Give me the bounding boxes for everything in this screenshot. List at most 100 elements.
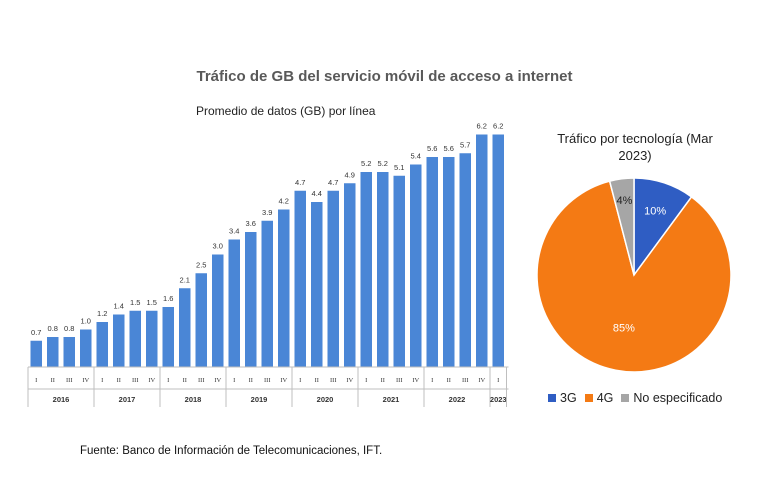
x-tick-label-21: II: [381, 377, 385, 384]
year-label-2019: 2019: [251, 395, 268, 404]
pie-legend: 3G 4G No especificado: [548, 391, 722, 405]
year-label-2022: 2022: [449, 395, 466, 404]
bar-value-label-17: 4.4: [312, 189, 322, 198]
bar-value-label-13: 3.6: [246, 219, 256, 228]
x-tick-label-13: II: [249, 377, 253, 384]
bar-24: [426, 157, 438, 367]
x-tick-label-16: I: [299, 377, 301, 384]
bar-14: [261, 220, 273, 367]
year-label-2020: 2020: [317, 395, 334, 404]
x-tick-label-11: IV: [214, 377, 221, 384]
bar-value-label-19: 4.9: [345, 170, 355, 179]
x-tick-label-7: IV: [148, 377, 155, 384]
bar-value-label-4: 1.2: [97, 309, 107, 318]
bar-19: [344, 183, 356, 367]
x-tick-label-22: III: [396, 377, 403, 384]
pie-slice-no-especificado: [608, 177, 635, 276]
bar-value-label-0: 0.7: [31, 328, 41, 337]
bar-value-label-6: 1.5: [130, 298, 140, 307]
bar-10: [195, 273, 207, 367]
bar-8: [162, 307, 174, 367]
bar-value-label-27: 6.2: [477, 122, 487, 131]
bar-value-label-2: 0.8: [64, 324, 74, 333]
bar-23: [410, 164, 422, 367]
x-tick-label-27: IV: [478, 377, 485, 384]
bar-6: [129, 310, 141, 367]
legend-label-no-especificado: No especificado: [633, 391, 723, 405]
x-tick-label-5: II: [117, 377, 121, 384]
bar-value-label-15: 4.2: [279, 197, 289, 206]
legend-item-no-especificado: No especificado: [621, 391, 722, 405]
pie-label-4g: 85%: [613, 322, 635, 334]
bar-value-label-28: 6.2: [493, 122, 503, 131]
bar-15: [278, 209, 290, 367]
bar-7: [146, 310, 158, 367]
x-tick-label-28: I: [497, 377, 499, 384]
pie-label-3g: 10%: [644, 205, 666, 217]
bar-17: [311, 202, 323, 367]
bar-25: [443, 157, 455, 367]
bar-1: [47, 337, 59, 367]
pie-chart-title: Tráfico por tecnología (Mar 2023): [557, 131, 713, 163]
legend-swatch-3g: [548, 394, 556, 402]
bar-value-label-7: 1.5: [147, 298, 157, 307]
x-tick-label-1: II: [51, 377, 55, 384]
bar-26: [459, 153, 471, 367]
bar-0: [30, 340, 42, 367]
year-label-2021: 2021: [383, 395, 400, 404]
bar-28: [492, 134, 504, 367]
bar-value-label-20: 5.2: [361, 159, 371, 168]
x-tick-label-2: III: [66, 377, 73, 384]
x-tick-label-14: III: [264, 377, 271, 384]
bar-20: [360, 172, 372, 367]
legend-item-4g: 4G: [584, 391, 614, 405]
x-tick-label-19: IV: [346, 377, 353, 384]
bar-value-label-21: 5.2: [378, 159, 388, 168]
bar-3: [80, 329, 92, 367]
x-tick-label-9: II: [183, 377, 187, 384]
x-tick-label-24: I: [431, 377, 433, 384]
bar-value-label-23: 5.4: [411, 152, 421, 161]
x-tick-label-3: IV: [82, 377, 89, 384]
legend-label-4g: 4G: [596, 391, 614, 405]
bar-5: [113, 314, 125, 367]
bar-21: [377, 172, 389, 367]
bar-value-label-8: 1.6: [163, 294, 173, 303]
main-title: Tráfico de GB del servicio móvil de acce…: [196, 68, 573, 85]
bar-value-label-1: 0.8: [48, 324, 58, 333]
bar-value-label-22: 5.1: [394, 163, 404, 172]
bar-value-label-18: 4.7: [328, 178, 338, 187]
pie-label-no-especificado: 4%: [616, 195, 632, 207]
year-label-2017: 2017: [119, 395, 136, 404]
legend-label-3g: 3G: [560, 391, 577, 405]
bar-13: [245, 232, 257, 367]
year-label-2016: 2016: [53, 395, 70, 404]
legend-swatch-4g: [584, 394, 593, 402]
bar-4: [96, 322, 108, 367]
year-label-2018: 2018: [185, 395, 202, 404]
bar-12: [228, 239, 240, 367]
x-tick-label-12: I: [233, 377, 235, 384]
x-tick-label-20: I: [365, 377, 367, 384]
bar-value-label-12: 3.4: [229, 227, 239, 236]
bar-18: [327, 190, 339, 367]
pie-slice-4g: [536, 180, 732, 373]
bar-value-label-14: 3.9: [262, 208, 272, 217]
bar-value-label-24: 5.6: [427, 144, 437, 153]
bar-value-label-26: 5.7: [460, 140, 470, 149]
x-tick-label-25: II: [447, 377, 451, 384]
x-tick-label-6: III: [132, 377, 139, 384]
bar-value-label-3: 1.0: [81, 317, 91, 326]
x-tick-label-18: III: [330, 377, 337, 384]
x-tick-label-15: IV: [280, 377, 287, 384]
legend-item-3g: 3G: [548, 391, 577, 405]
bar-11: [212, 254, 224, 367]
year-label-2023: 2023: [490, 395, 507, 404]
bar-2: [63, 337, 75, 367]
x-tick-label-26: III: [462, 377, 469, 384]
x-tick-label-10: III: [198, 377, 205, 384]
x-tick-label-8: I: [167, 377, 169, 384]
bar-9: [179, 288, 191, 367]
x-tick-label-17: II: [315, 377, 319, 384]
